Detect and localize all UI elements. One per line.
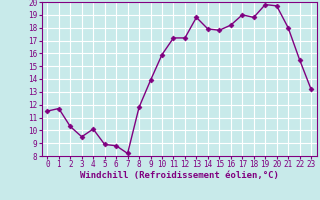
X-axis label: Windchill (Refroidissement éolien,°C): Windchill (Refroidissement éolien,°C)	[80, 171, 279, 180]
